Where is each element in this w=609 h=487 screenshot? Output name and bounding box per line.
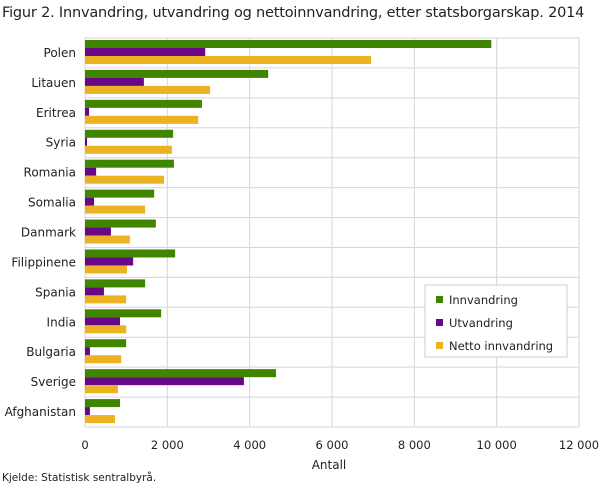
bar-innvandring <box>85 69 269 78</box>
bar-innvandring <box>85 159 174 168</box>
bar-netto-innvandring <box>85 115 199 124</box>
category-label: Filippinene <box>11 255 76 269</box>
category-label: India <box>47 315 76 329</box>
bar-utvandring <box>85 107 90 116</box>
bar-innvandring <box>85 339 127 348</box>
bar-utvandring <box>85 377 244 386</box>
bar-innvandring <box>85 309 162 318</box>
bar-utvandring <box>85 197 95 206</box>
bar-utvandring <box>85 137 88 146</box>
bar-netto-innvandring <box>85 56 372 64</box>
legend-label: Innvandring <box>449 293 518 307</box>
bar-netto-innvandring <box>85 265 127 274</box>
bar-netto-innvandring <box>85 145 172 154</box>
chart-title: Figur 2. Innvandring, utvandring og nett… <box>2 5 585 21</box>
category-label: Spania <box>35 285 76 299</box>
category-label: Sverige <box>31 375 76 389</box>
category-label: Afghanistan <box>5 405 76 419</box>
source-note: Kjelde: Statistisk sentralbyrå. <box>2 472 157 484</box>
bar-utvandring <box>85 227 111 236</box>
bar-netto-innvandring <box>85 295 127 304</box>
legend-label: Netto innvandring <box>449 339 553 353</box>
category-label: Somalia <box>28 196 76 210</box>
bar-netto-innvandring <box>85 325 127 334</box>
category-label: Danmark <box>21 226 76 240</box>
bar-netto-innvandring <box>85 355 122 364</box>
legend-swatch <box>436 296 443 303</box>
legend-swatch <box>436 342 443 349</box>
bar-innvandring <box>85 99 202 108</box>
bar-utvandring <box>85 77 144 86</box>
bar-innvandring <box>85 249 176 258</box>
bar-utvandring <box>85 317 120 326</box>
bar-innvandring <box>85 189 155 198</box>
bar-innvandring <box>85 399 120 408</box>
x-tick-label: 6 000 <box>316 438 349 452</box>
bar-utvandring <box>85 48 206 56</box>
bar-innvandring <box>85 219 156 228</box>
x-tick-label: 10 000 <box>477 438 517 452</box>
legend-swatch <box>436 319 443 326</box>
x-tick-label: 2 000 <box>151 438 184 452</box>
category-label: Eritrea <box>36 106 76 120</box>
bar-netto-innvandring <box>85 85 211 94</box>
bar-netto-innvandring <box>85 205 146 214</box>
bar-utvandring <box>85 347 90 356</box>
bar-netto-innvandring <box>85 235 130 244</box>
x-tick-label: 4 000 <box>233 438 266 452</box>
x-axis-label: Antall <box>312 458 347 472</box>
legend-label: Utvandring <box>449 316 513 330</box>
bar-netto-innvandring <box>85 175 165 184</box>
x-tick-label: 12 000 <box>559 438 599 452</box>
bar-innvandring <box>85 129 174 138</box>
category-label: Bulgaria <box>26 345 76 359</box>
bar-utvandring <box>85 287 104 296</box>
bar-netto-innvandring <box>85 415 116 424</box>
x-tick-label: 8 000 <box>398 438 431 452</box>
bar-innvandring <box>85 279 146 288</box>
bar-netto-innvandring <box>85 385 118 394</box>
category-label: Polen <box>44 46 76 60</box>
legend-box <box>424 284 568 358</box>
category-label: Litauen <box>31 76 76 90</box>
category-label: Romania <box>24 166 76 180</box>
bar-utvandring <box>85 257 134 266</box>
category-label: Syria <box>46 136 76 150</box>
bar-innvandring <box>85 40 492 48</box>
bar-innvandring <box>85 369 277 378</box>
bar-utvandring <box>85 167 97 176</box>
bar-utvandring <box>85 407 90 416</box>
x-tick-label: 0 <box>81 438 88 452</box>
